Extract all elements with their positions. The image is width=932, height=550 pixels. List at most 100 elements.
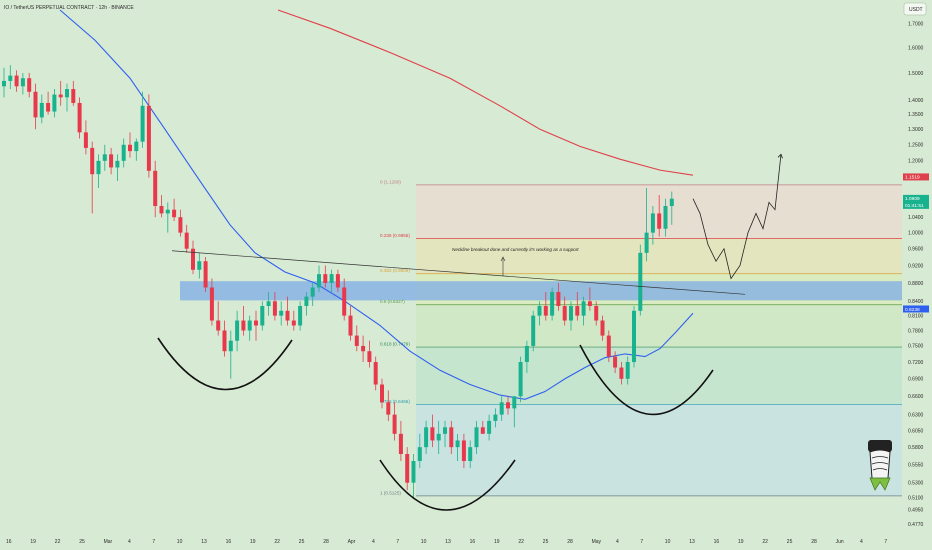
x-tick-label: 19 xyxy=(250,539,256,545)
y-tick-label: 1.2000 xyxy=(908,159,924,165)
y-tick-label: 1.3500 xyxy=(908,112,924,118)
x-tick-label: 16 xyxy=(714,539,720,545)
candle-up xyxy=(310,287,315,297)
fib-level-label: 0 (1.1290) xyxy=(380,179,401,184)
candle-up xyxy=(8,75,13,81)
candle-down xyxy=(600,320,605,336)
candle-up xyxy=(235,320,240,341)
candle-up xyxy=(317,274,321,288)
price-tag xyxy=(903,173,929,181)
x-tick-label: 13 xyxy=(445,539,451,545)
x-tick-label: 28 xyxy=(811,539,817,545)
x-tick-label: 22 xyxy=(518,539,524,545)
candle-up xyxy=(329,274,334,283)
candle-down xyxy=(128,144,132,152)
x-tick-label: 7 xyxy=(884,539,887,545)
candle-up xyxy=(638,252,643,311)
candle-up xyxy=(115,160,120,168)
candle-down xyxy=(361,345,366,352)
x-tick-label: 13 xyxy=(689,539,695,545)
x-tick-label: Apr xyxy=(348,539,356,545)
candle-down xyxy=(241,320,246,331)
y-tick-label: 0.9600 xyxy=(908,247,924,253)
x-tick-label: 19 xyxy=(738,539,744,545)
x-tick-label: 10 xyxy=(177,539,183,545)
currency-badge[interactable] xyxy=(903,2,927,16)
fib-band xyxy=(416,347,902,405)
candle-down xyxy=(153,170,158,206)
candle-down xyxy=(159,205,164,214)
rounded-bottom-curve-right xyxy=(579,344,714,416)
x-tick-label: 22 xyxy=(762,539,768,545)
candle-up xyxy=(669,198,674,206)
candle-up xyxy=(134,141,139,152)
candle-down xyxy=(254,320,258,326)
y-tick-label: 0.7200 xyxy=(908,360,924,366)
candle-down xyxy=(657,213,662,229)
x-tick-label: Mar xyxy=(104,539,113,545)
candle-down xyxy=(562,306,567,321)
candle-up xyxy=(537,306,542,316)
y-tick-label: 0.4950 xyxy=(908,507,924,513)
candle-down xyxy=(323,274,328,283)
candle-up xyxy=(518,362,523,397)
candle-up xyxy=(121,144,126,161)
currency-label: USDT xyxy=(909,7,923,13)
x-tick-label: 16 xyxy=(226,539,232,545)
y-tick-label: 1.7000 xyxy=(908,21,924,27)
x-tick-label: 25 xyxy=(543,539,549,545)
x-tick-label: 16 xyxy=(6,539,12,545)
logo-body xyxy=(869,449,891,482)
candle-up xyxy=(279,310,284,316)
logo-base xyxy=(869,477,891,491)
y-tick-label: 0.7800 xyxy=(908,328,924,334)
candle-up xyxy=(468,447,473,461)
candle-up xyxy=(474,427,479,448)
candle-up xyxy=(165,209,170,214)
x-axis: 16 19 22 25 Mar 4 7 10 13 16 19 22 25 28 Apr 4 7 10 13 16 19… xyxy=(0,530,932,550)
candle-up xyxy=(228,340,233,352)
y-tick-label: 1.3000 xyxy=(908,127,924,133)
candle-up xyxy=(455,440,460,448)
y-tick-label: 1.2500 xyxy=(908,143,924,149)
moving-averages-layer xyxy=(59,9,694,400)
y-tick-label: 1.0400 xyxy=(908,215,924,221)
candle-up xyxy=(436,433,441,441)
candle-up xyxy=(625,362,630,379)
candle-down xyxy=(348,315,353,336)
y-tick-label: 0.5300 xyxy=(908,480,924,486)
candle-down xyxy=(594,306,599,321)
y-tick-label: 0.6600 xyxy=(908,394,924,400)
candle-down xyxy=(480,427,485,434)
x-tick-label: 4 xyxy=(860,539,863,545)
candle-up xyxy=(52,94,57,112)
candle-up xyxy=(443,427,447,434)
candle-up xyxy=(197,261,202,270)
candle-up xyxy=(512,396,517,409)
x-tick-label: 19 xyxy=(494,539,500,545)
candles-layer xyxy=(2,65,674,498)
candle-down xyxy=(373,362,378,385)
chart-title: IO / TetherUS PERPETUAL CONTRACT · 12h ·… xyxy=(4,5,134,11)
candle-down xyxy=(398,433,403,455)
projection-arrow-head xyxy=(777,153,783,159)
candle-down xyxy=(587,301,592,307)
candle-down xyxy=(146,105,151,171)
x-tick-label: 25 xyxy=(79,539,85,545)
fib-level-label: 0.5 (0.8327) xyxy=(380,299,405,304)
y-tick-label: 1.4000 xyxy=(908,98,924,104)
neckline xyxy=(171,250,746,295)
candle-up xyxy=(417,447,422,461)
x-tick-label: 22 xyxy=(274,539,280,545)
candle-up xyxy=(140,105,145,142)
x-tick-label: 10 xyxy=(421,539,427,545)
y-tick-label: 0.5550 xyxy=(908,462,924,468)
price-tag-label: 1.1519 xyxy=(905,175,920,181)
candle-up xyxy=(266,301,271,307)
fib-band xyxy=(416,238,902,274)
candle-down xyxy=(392,414,397,434)
y-tick-label: 1.5000 xyxy=(908,71,924,77)
candle-down xyxy=(216,320,221,331)
